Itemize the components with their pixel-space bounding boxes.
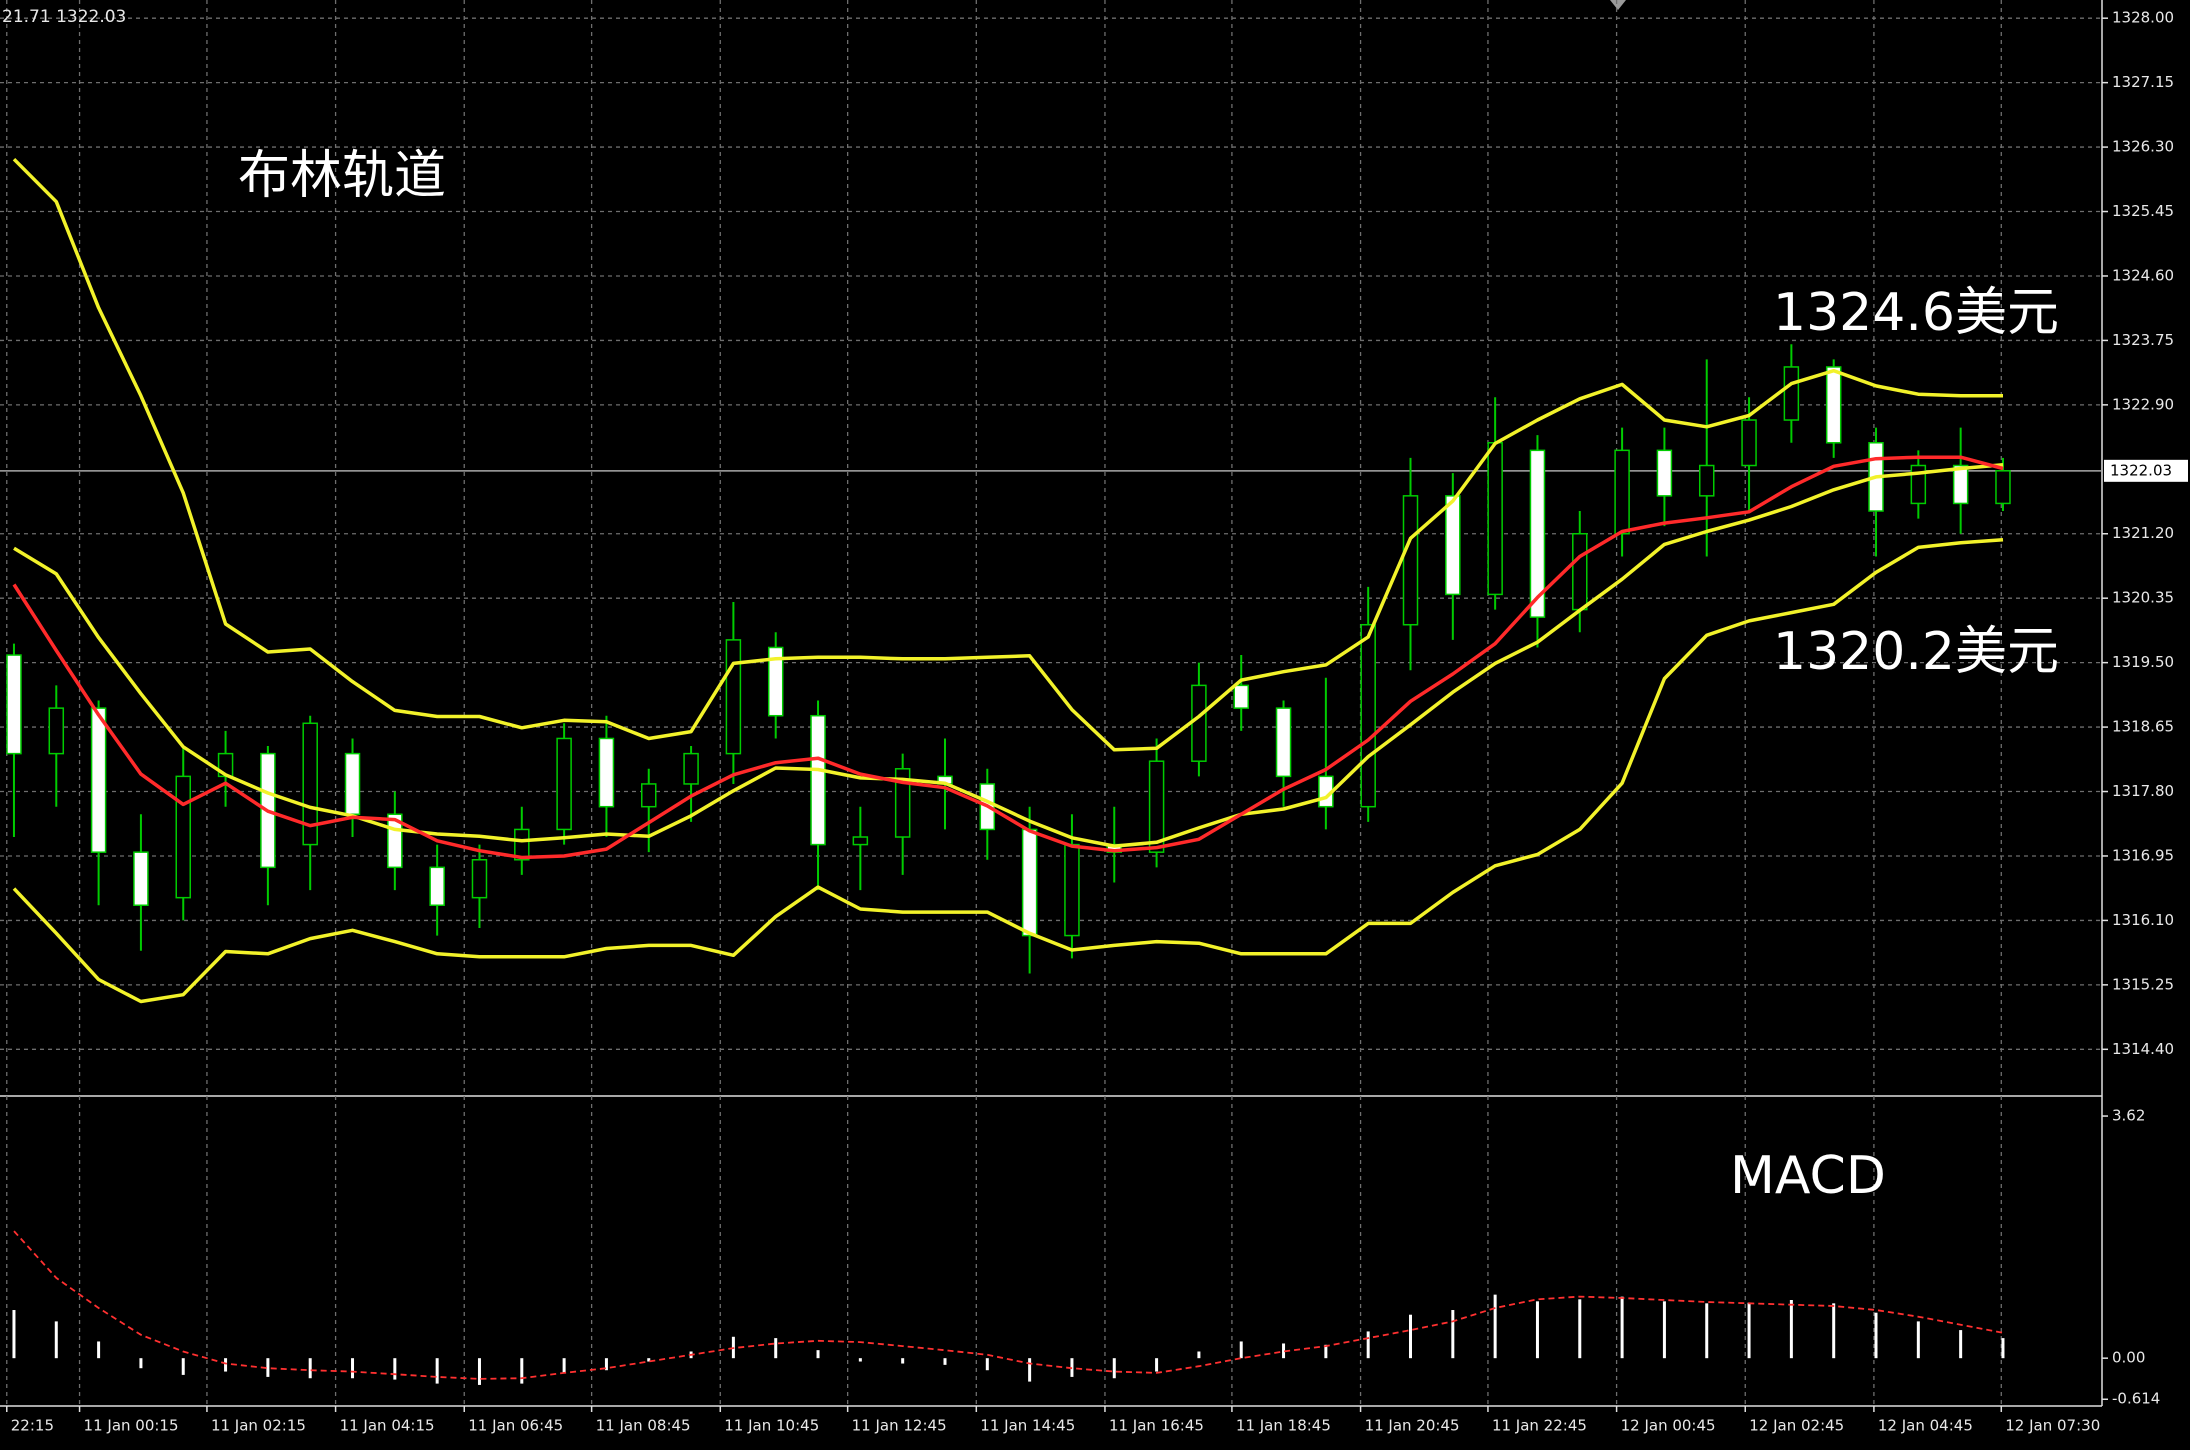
candle-body — [514, 828, 530, 861]
signal-line — [13, 1230, 2004, 1380]
candle-body — [1995, 470, 2011, 505]
y-tick-label: 1320.35 — [2112, 589, 2174, 607]
y-tick-label: 1318.65 — [2112, 718, 2174, 736]
y-tick-label: 1316.95 — [2112, 846, 2174, 864]
candle-body — [725, 639, 742, 755]
y-tick-label: 1317.80 — [2112, 782, 2174, 800]
candle-body — [1275, 707, 1292, 778]
candle-body — [175, 775, 191, 899]
y-tick-label: 0.00 — [2112, 1349, 2145, 1367]
candle-body — [1614, 449, 1630, 535]
candle-body — [1952, 464, 1969, 505]
x-tick-label: 12 Jan 02:45 — [1749, 1417, 1844, 1435]
candle-body — [48, 707, 65, 755]
candle-body — [767, 646, 784, 717]
shift-marker — [1610, 0, 1626, 10]
y-tick-label: 1328.00 — [2112, 9, 2174, 27]
candle-body — [556, 737, 572, 831]
x-tick-label: 11 Jan 14:45 — [980, 1417, 1075, 1435]
candle-body — [344, 752, 361, 816]
annotation: 布林轨道 — [238, 146, 446, 206]
y-tick-label: 1315.25 — [2112, 975, 2174, 993]
annotation: 1324.6美元 — [1773, 283, 2059, 343]
candle-body — [1233, 684, 1249, 709]
candle-body — [90, 707, 107, 853]
y-tick-label: 1326.30 — [2112, 138, 2174, 156]
indicator-line — [12, 157, 2003, 752]
y-tick-label: 1321.20 — [2112, 524, 2174, 542]
x-tick-label: 11 Jan 08:45 — [596, 1417, 691, 1435]
x-tick-label: 12 Jan 04:45 — [1878, 1417, 1973, 1435]
x-tick-label: 12 Jan 00:45 — [1621, 1417, 1716, 1435]
x-tick-label: 11 Jan 06:45 — [468, 1417, 563, 1435]
candle-body — [1064, 843, 1080, 937]
y-tick-label: 1325.45 — [2112, 202, 2174, 220]
x-tick-label: 22:15 — [11, 1417, 54, 1435]
candle-body — [1783, 366, 1800, 421]
indicator-line — [13, 463, 2004, 848]
candle-body — [1021, 828, 1038, 937]
indicator-line — [12, 538, 2004, 1004]
candle-body — [1402, 495, 1419, 626]
y-tick-label: 1314.40 — [2112, 1040, 2174, 1058]
x-tick-label: 11 Jan 04:15 — [340, 1417, 435, 1435]
indicator-line — [12, 455, 2004, 860]
candle-body — [133, 851, 149, 906]
y-tick-label: 1322.90 — [2112, 395, 2174, 413]
x-tick-label: 11 Jan 00:15 — [84, 1417, 179, 1435]
macd-title: MACD — [1730, 1146, 1886, 1206]
candle-body — [1741, 419, 1757, 467]
candle-body — [429, 866, 445, 906]
candle-body — [302, 722, 318, 846]
chart-header: 21.71 1322.03 — [2, 7, 126, 27]
candle-body — [6, 654, 22, 755]
candle-body — [1529, 449, 1546, 618]
y-tick-label: 1324.60 — [2112, 266, 2174, 284]
candle-body — [852, 836, 869, 846]
x-tick-label: 11 Jan 10:45 — [724, 1417, 819, 1435]
candle-body — [1825, 366, 1842, 444]
x-tick-label: 11 Jan 02:15 — [211, 1417, 306, 1435]
x-tick-label: 11 Jan 12:45 — [852, 1417, 947, 1435]
candle-body — [598, 737, 615, 808]
x-tick-label: 11 Jan 20:45 — [1365, 1417, 1460, 1435]
candle-body — [1360, 623, 1376, 808]
candle-body — [1698, 464, 1715, 497]
y-tick-label: -0.614 — [2112, 1390, 2160, 1408]
candle-body — [810, 714, 826, 846]
candle-body — [683, 752, 699, 785]
y-tick-label: 1316.10 — [2112, 911, 2174, 929]
current-price-label: 1322.03 — [2110, 461, 2172, 479]
annotation: 1320.2美元 — [1773, 622, 2059, 682]
candle-body — [894, 768, 911, 838]
candle-body — [1656, 449, 1673, 497]
candle-body — [1487, 442, 1503, 596]
x-tick-label: 11 Jan 18:45 — [1236, 1417, 1331, 1435]
x-tick-label: 12 Jan 07:30 — [2005, 1417, 2100, 1435]
x-tick-label: 11 Jan 22:45 — [1492, 1417, 1587, 1435]
candle-body — [1572, 532, 1588, 611]
candle-body — [1191, 684, 1207, 762]
x-tick-label: 11 Jan 16:45 — [1109, 1417, 1204, 1435]
y-tick-label: 1327.15 — [2112, 73, 2174, 91]
y-tick-label: 3.62 — [2112, 1107, 2145, 1125]
y-tick-label: 1323.75 — [2112, 331, 2174, 349]
current-price-box — [2104, 459, 2188, 482]
y-tick-label: 1319.50 — [2112, 653, 2174, 671]
candle-body — [471, 859, 488, 899]
candle-body — [641, 783, 657, 808]
candle-body — [1148, 760, 1165, 853]
candle-body — [1445, 495, 1461, 596]
